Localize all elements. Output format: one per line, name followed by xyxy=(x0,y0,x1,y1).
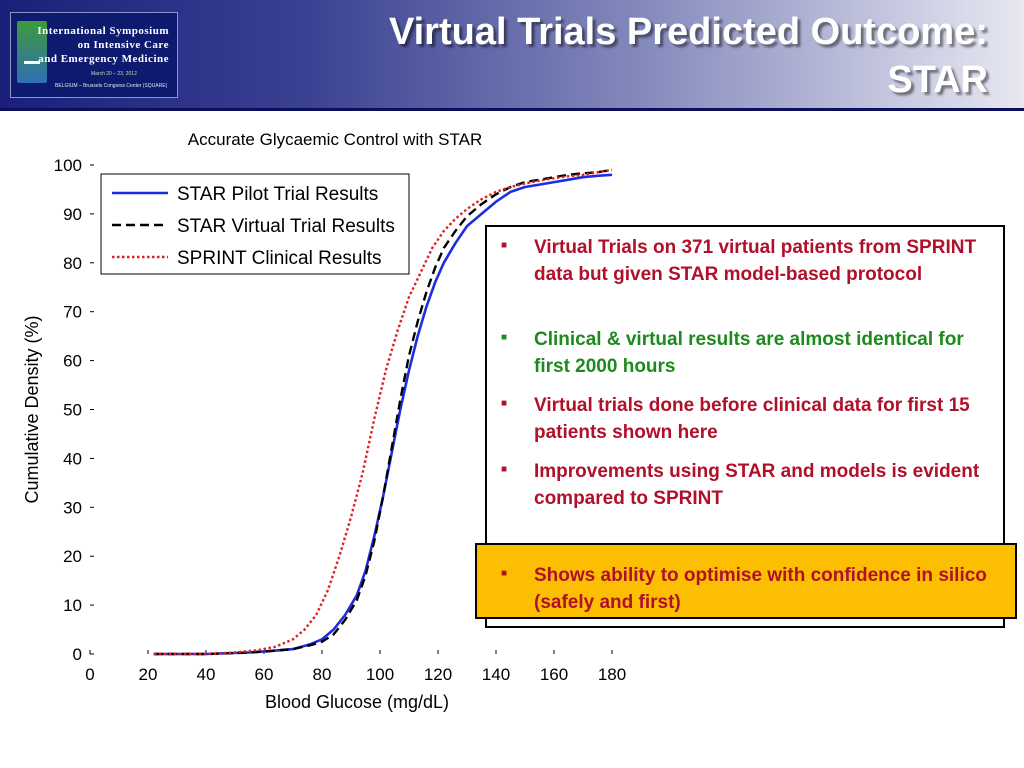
logo-date: March 20 – 23, 2012 xyxy=(91,71,137,77)
logo-line-2: on Intensive Care xyxy=(77,39,169,51)
bullet-text: Improvements using STAR and models is ev… xyxy=(534,461,980,509)
bullet-text: Virtual trials done before clinical data… xyxy=(534,395,970,443)
cumulative-density-chart: Accurate Glycaemic Control with STAR 0 10 2… xyxy=(22,130,626,712)
y-tick-label: 90 xyxy=(63,205,82,224)
bullet-marker: ■ xyxy=(501,240,508,251)
chart-title: Accurate Glycaemic Control with STAR xyxy=(188,130,482,149)
legend-label-1: STAR Pilot Trial Results xyxy=(177,184,378,205)
highlight-text: Shows ability to optimise with confidenc… xyxy=(534,565,987,613)
bullet-item: ■ Clinical & virtual results are almost … xyxy=(501,326,994,380)
legend-label-3: SPRINT Clinical Results xyxy=(177,248,381,269)
bullet-item: ■ Improvements using STAR and models is … xyxy=(501,458,994,512)
y-tick-label: 80 xyxy=(63,254,82,273)
logo-line-1: International Symposium xyxy=(37,25,169,37)
bullet-marker: ■ xyxy=(501,464,508,475)
x-tick-label: 160 xyxy=(540,665,568,684)
chart-axes: Accurate Glycaemic Control with STAR 0 10 2… xyxy=(22,130,626,712)
x-axis-label: Blood Glucose (mg/dL) xyxy=(265,692,449,712)
y-tick-label: 0 xyxy=(73,645,82,664)
y-tick-label: 60 xyxy=(63,352,82,371)
bullet-marker: ■ xyxy=(501,398,508,409)
bullet-marker: ■ xyxy=(501,568,508,579)
x-tick-label: 100 xyxy=(366,665,394,684)
header-divider xyxy=(0,108,1024,111)
bullet-item: ■ Virtual trials done before clinical da… xyxy=(501,392,994,446)
ecg-heart-icon xyxy=(17,21,47,83)
x-tick-label: 40 xyxy=(197,665,216,684)
highlight-bullet: ■ Shows ability to optimise with confide… xyxy=(501,562,994,616)
x-tick-label: 120 xyxy=(424,665,452,684)
chart-legend: STAR Pilot Trial Results STAR Virtual Tri… xyxy=(100,173,410,275)
logo-venue: BELGIUM – Brussels Congress Center (SQUA… xyxy=(55,83,168,89)
logo-line-3: and Emergency Medicine xyxy=(38,53,169,65)
highlight-callout xyxy=(475,543,1017,619)
legend-label-2: STAR Virtual Trial Results xyxy=(177,216,395,237)
x-tick-label: 60 xyxy=(255,665,274,684)
x-tick-label: 180 xyxy=(598,665,626,684)
conference-logo: International Symposium on Intensive Car… xyxy=(10,12,178,98)
series-line-3 xyxy=(153,168,613,656)
y-tick-label: 50 xyxy=(63,401,82,420)
bullet-text: Clinical & virtual results are almost id… xyxy=(534,329,964,377)
y-tick-label: 30 xyxy=(63,498,82,517)
y-axis-label: Cumulative Density (%) xyxy=(22,315,42,503)
y-tick-label: 20 xyxy=(63,547,82,566)
bullet-marker: ■ xyxy=(501,332,508,343)
x-tick-label: 20 xyxy=(139,665,158,684)
y-tick-label: 10 xyxy=(63,596,82,615)
x-tick-label: 0 xyxy=(85,665,94,684)
y-tick-label: 70 xyxy=(63,303,82,322)
x-tick-label: 80 xyxy=(313,665,332,684)
slide-title: Virtual Trials Predicted Outcome: STAR xyxy=(228,8,988,104)
y-tick-label: 100 xyxy=(54,156,82,175)
slide-title-line: STAR xyxy=(887,59,988,101)
y-tick-label: 40 xyxy=(63,449,82,468)
slide-title-line: Virtual Trials Predicted Outcome: xyxy=(388,11,988,53)
x-tick-label: 140 xyxy=(482,665,510,684)
bullet-text: Virtual Trials on 371 virtual patients f… xyxy=(534,237,977,285)
bullet-item: ■ Virtual Trials on 371 virtual patients… xyxy=(501,234,994,288)
chart-series xyxy=(153,168,613,656)
